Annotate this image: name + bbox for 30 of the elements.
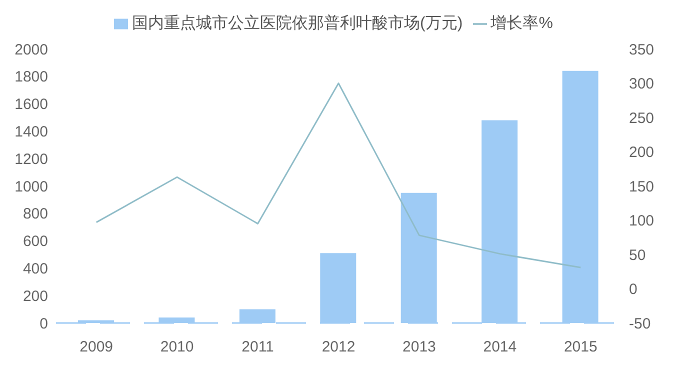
y-tick-label: 1600 [14, 96, 48, 114]
y-tick-label: 2000 [14, 41, 48, 58]
y2-tick-label: -50 [629, 315, 651, 332]
y-tick-label: 0 [40, 315, 48, 332]
y2-tick-label: 50 [629, 246, 646, 264]
legend-label: 增长率% [490, 15, 553, 32]
y-tick-label: 400 [22, 260, 48, 278]
y-tick-label: 1000 [14, 178, 48, 196]
y2-tick-label: 200 [629, 144, 654, 162]
y-tick-label: 200 [22, 288, 48, 305]
x-tick-label: 2013 [402, 338, 436, 356]
x-tick-label: 2010 [160, 338, 194, 356]
x-tick-label: 2012 [322, 338, 356, 356]
line-series [96, 82, 582, 268]
x-tick-label: 2014 [483, 338, 517, 356]
y2-tick-label: 350 [629, 41, 654, 58]
x-tick-label: 2009 [80, 338, 114, 356]
x-tick-label: 2011 [242, 338, 274, 356]
y2-tick-label: 150 [629, 178, 654, 196]
y-tick-label: 1400 [14, 124, 48, 141]
y-tick-label: 1200 [14, 150, 48, 168]
y-tick-label: 800 [22, 206, 48, 223]
y2-tick-label: 250 [629, 110, 654, 127]
y-tick-label: 600 [22, 233, 48, 250]
legend-label: 国内重点城市公立医院依那普利叶酸市场(万元) [132, 15, 463, 32]
y2-tick-label: 0 [629, 281, 638, 298]
y-tick-label: 1800 [14, 68, 48, 86]
x-tick-label: 2015 [564, 338, 598, 356]
y2-tick-label: 300 [629, 76, 654, 93]
y2-tick-label: 100 [629, 212, 654, 230]
